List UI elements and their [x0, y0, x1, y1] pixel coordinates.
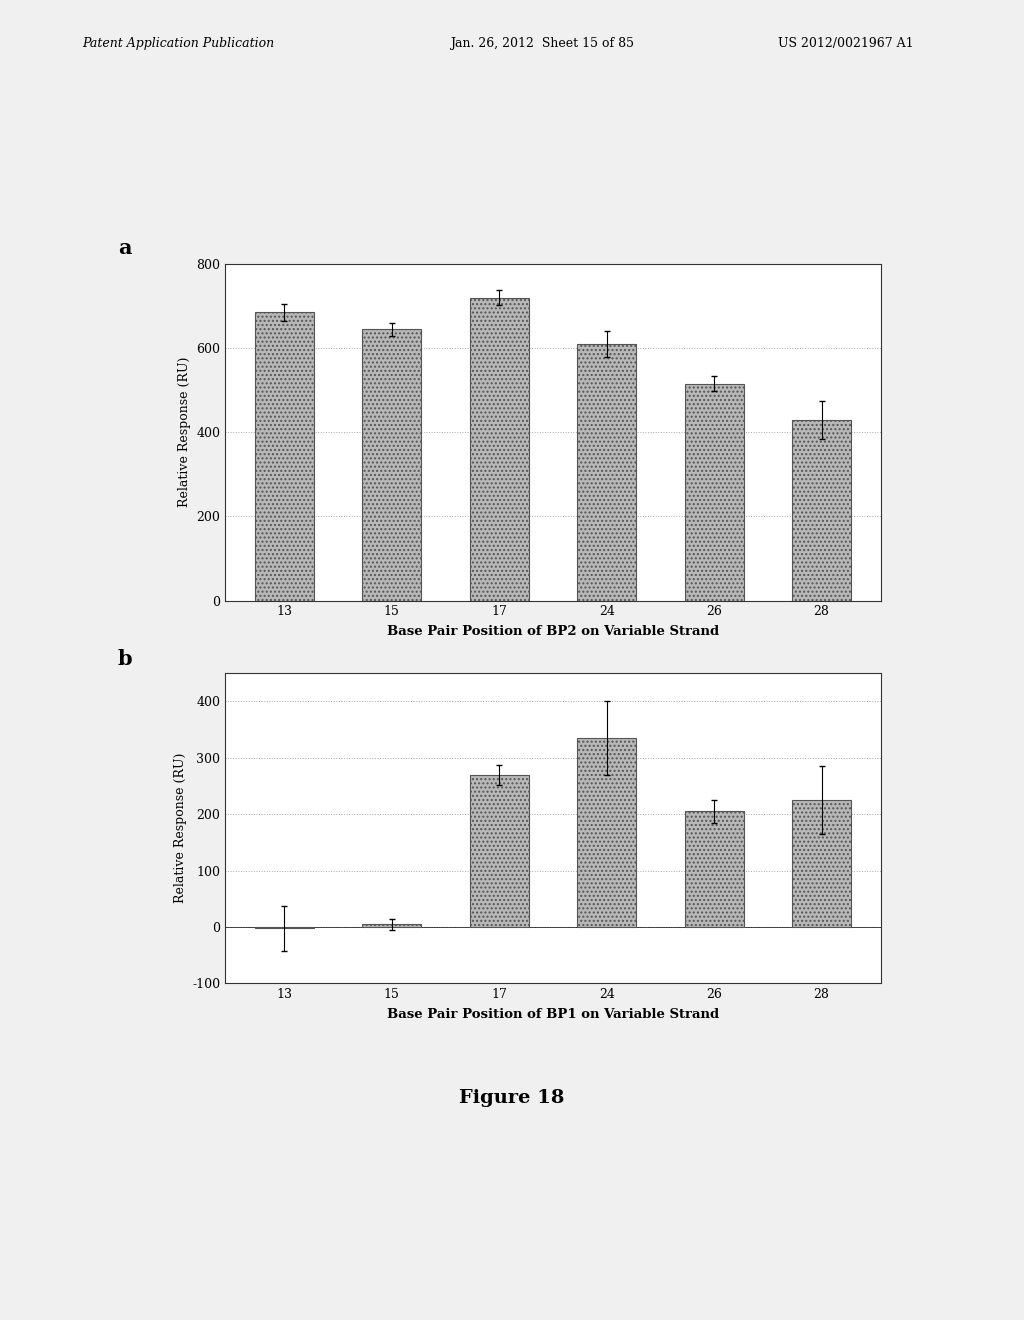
Bar — [792, 800, 851, 927]
Text: a: a — [118, 238, 131, 257]
Text: Patent Application Publication: Patent Application Publication — [82, 37, 274, 50]
Bar — [470, 775, 528, 927]
Bar — [362, 924, 421, 927]
Y-axis label: Relative Response (RU): Relative Response (RU) — [178, 358, 190, 507]
Bar — [685, 812, 743, 927]
Bar — [578, 345, 636, 601]
Bar — [470, 297, 528, 601]
Text: b: b — [118, 649, 132, 669]
Bar — [792, 420, 851, 601]
X-axis label: Base Pair Position of BP2 on Variable Strand: Base Pair Position of BP2 on Variable St… — [387, 626, 719, 639]
Text: US 2012/0021967 A1: US 2012/0021967 A1 — [778, 37, 913, 50]
Bar — [362, 329, 421, 601]
Bar — [255, 313, 314, 601]
Text: Jan. 26, 2012  Sheet 15 of 85: Jan. 26, 2012 Sheet 15 of 85 — [451, 37, 635, 50]
Bar — [578, 738, 636, 927]
Y-axis label: Relative Response (RU): Relative Response (RU) — [174, 754, 186, 903]
Text: Figure 18: Figure 18 — [460, 1089, 564, 1107]
Bar — [685, 384, 743, 601]
X-axis label: Base Pair Position of BP1 on Variable Strand: Base Pair Position of BP1 on Variable St… — [387, 1008, 719, 1022]
